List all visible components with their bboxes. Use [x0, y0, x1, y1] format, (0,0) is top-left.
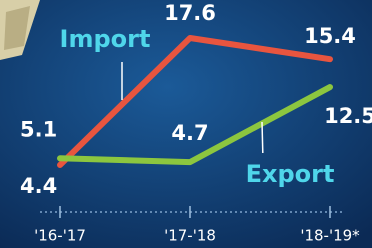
x-tick-label: '18-'19*	[300, 227, 360, 245]
series-label: Export	[246, 160, 335, 188]
value-label: 17.6	[164, 1, 216, 25]
series-label: Import	[60, 25, 151, 53]
value-label: 12.5	[324, 104, 372, 128]
value-label: 15.4	[304, 24, 356, 48]
value-label: 5.1	[20, 117, 57, 141]
x-tick-label: '16-'17	[34, 227, 86, 245]
chart: '16-'17 '17-'18 '18-'19* Import 4.4 17.6 15.4 E…	[0, 0, 372, 248]
x-tick-label: '17-'18	[164, 227, 216, 245]
value-label: 4.7	[171, 121, 208, 145]
leader	[262, 122, 263, 153]
value-label: 4.4	[20, 174, 57, 198]
